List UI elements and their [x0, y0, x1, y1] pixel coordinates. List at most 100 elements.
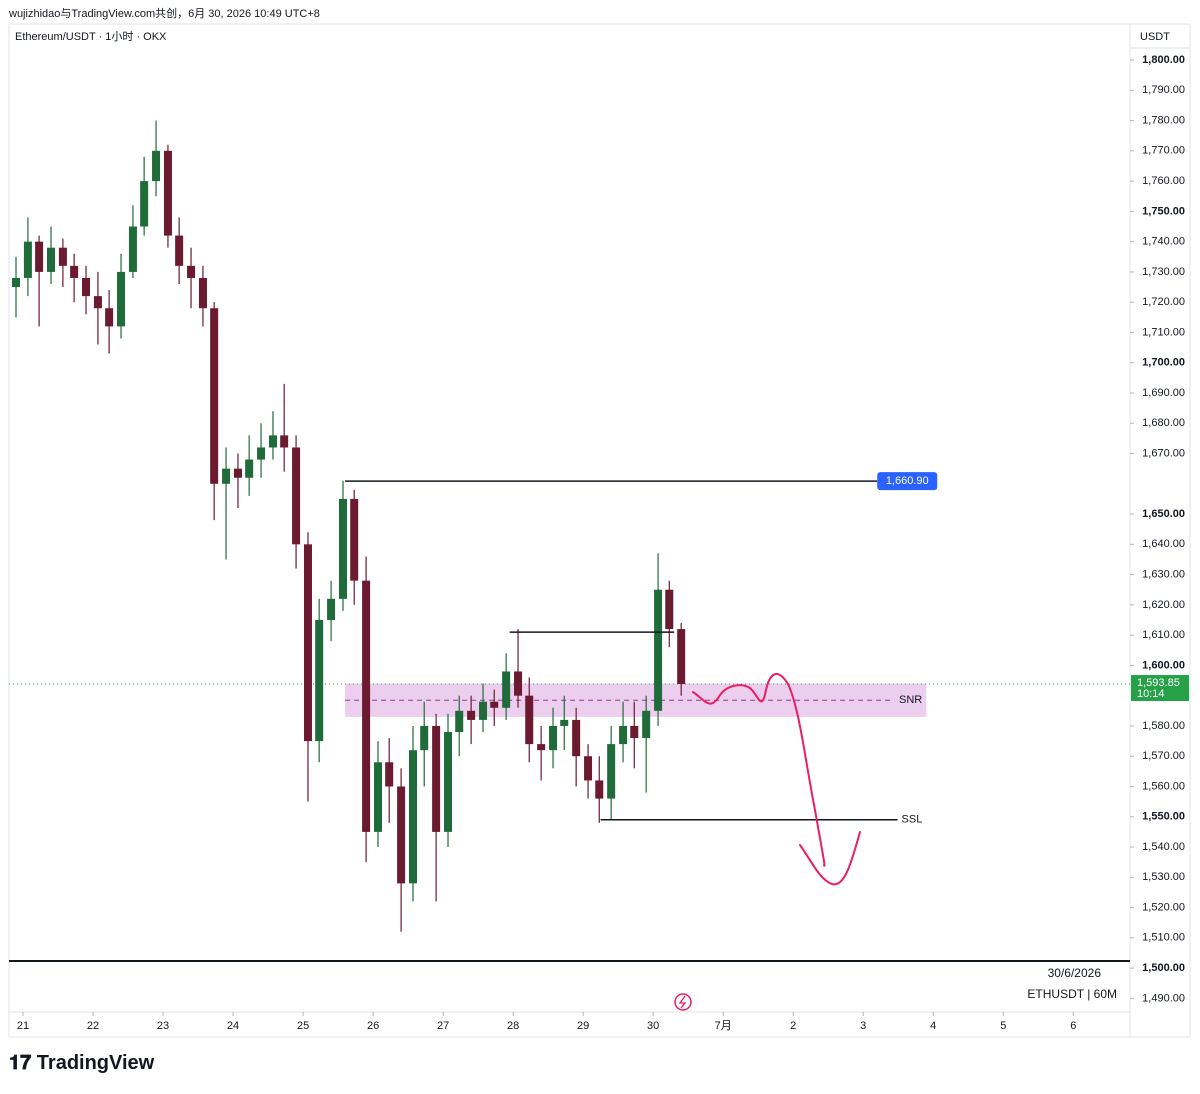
candle-body [140, 181, 149, 227]
header: wujizhidao与TradingView.com共创，6月 30, 2026… [8, 7, 320, 20]
x-tick-label: 3 [860, 1020, 866, 1032]
countdown: 10:14 [1137, 688, 1165, 700]
level-price-label: 1,660.90 [886, 475, 929, 487]
y-tick-label: 1,710.00 [1142, 326, 1185, 338]
y-tick-label: 1,600.00 [1142, 659, 1185, 671]
y-tick-label: 1,490.00 [1142, 992, 1185, 1004]
y-tick-label: 1,560.00 [1142, 780, 1185, 792]
candle-body [630, 725, 639, 739]
last-price-label: 1,593.85 [1137, 677, 1180, 689]
candle-body [58, 247, 67, 266]
y-tick-label: 1,700.00 [1142, 357, 1185, 369]
candle-body [677, 629, 686, 685]
snr-label: SNR [899, 694, 922, 706]
candle-body [327, 598, 336, 621]
candle-body [222, 468, 231, 484]
y-tick-label: 1,550.00 [1142, 811, 1185, 823]
candle-body [210, 308, 219, 484]
candle-body [455, 710, 464, 733]
candle-body [572, 719, 581, 757]
candle-body [420, 725, 429, 751]
candle-body [338, 498, 347, 599]
candle-body [560, 719, 569, 726]
candle-body [35, 241, 44, 272]
candle-body [665, 589, 674, 630]
candle-body [303, 544, 312, 742]
y-tick-label: 1,750.00 [1142, 205, 1185, 217]
candle-body [514, 671, 523, 696]
x-tick-label: 5 [1000, 1020, 1006, 1032]
y-tick-label: 1,580.00 [1142, 720, 1185, 732]
candle-body [444, 732, 453, 832]
x-tick-label: 4 [930, 1020, 936, 1032]
candle-body [82, 277, 91, 297]
x-tick-label: 25 [297, 1020, 309, 1032]
y-tick-label: 1,510.00 [1142, 932, 1185, 944]
candle-body [502, 671, 511, 708]
candle-body [397, 786, 406, 884]
candle-body [385, 762, 394, 787]
candle-body [607, 744, 616, 799]
candle-body [467, 710, 476, 720]
y-tick-label: 1,540.00 [1142, 841, 1185, 853]
candle-body [280, 435, 289, 448]
candle-body [292, 447, 301, 545]
x-tick-label: 6 [1070, 1020, 1076, 1032]
candle-body [105, 308, 114, 327]
y-tick-label: 1,530.00 [1142, 871, 1185, 883]
brand-logo: 𝟏𝟕 TradingView [9, 1052, 155, 1074]
currency: USDT [1140, 31, 1170, 43]
candle-body [70, 265, 79, 278]
y-tick-label: 1,690.00 [1142, 387, 1185, 399]
y-tick-label: 1,500.00 [1142, 962, 1185, 974]
candle-body [128, 226, 137, 272]
candle-body [350, 498, 359, 581]
candle-body [490, 701, 499, 708]
x-tick-label: 23 [157, 1020, 169, 1032]
y-tick-label: 1,640.00 [1142, 538, 1185, 550]
x-tick-label: 27 [437, 1020, 449, 1032]
chart-frame [8, 23, 1191, 1038]
x-tick-label: 26 [367, 1020, 379, 1032]
candle-body [233, 468, 242, 478]
x-tick-label: 24 [227, 1020, 239, 1032]
x-tick-label: 29 [577, 1020, 589, 1032]
x-tick-label: 2 [790, 1020, 796, 1032]
x-tick-label: 28 [507, 1020, 519, 1032]
y-tick-label: 1,650.00 [1142, 508, 1185, 520]
candle-body [117, 271, 126, 327]
y-tick-label: 1,570.00 [1142, 750, 1185, 762]
candle-body [175, 235, 184, 266]
candle-body [245, 459, 254, 478]
y-tick-label: 1,680.00 [1142, 417, 1185, 429]
candle-body [47, 247, 56, 272]
candle-body [373, 762, 382, 832]
candle-body [642, 710, 651, 739]
candle-body [163, 150, 172, 236]
chart-title: Ethereum/USDT · 1小时 · OKX [15, 30, 167, 43]
x-tick-label: 30 [647, 1020, 659, 1032]
candle-body [315, 620, 324, 742]
y-tick-label: 1,610.00 [1142, 629, 1185, 641]
candle-body [619, 725, 628, 745]
candle-body [584, 756, 593, 781]
candle-body [432, 725, 441, 832]
candle-body [187, 265, 196, 278]
y-tick-label: 1,630.00 [1142, 569, 1185, 581]
candle-body [23, 241, 32, 278]
y-tick-label: 1,730.00 [1142, 266, 1185, 278]
y-tick-label: 1,740.00 [1142, 236, 1185, 248]
candle-body [549, 725, 558, 751]
x-tick-label: 21 [17, 1020, 29, 1032]
candle-body [93, 296, 102, 309]
y-tick-label: 1,800.00 [1142, 54, 1185, 66]
candle-body [268, 435, 277, 448]
candle-body [409, 750, 418, 884]
projection-arrow [692, 673, 861, 886]
y-tick-label: 1,790.00 [1142, 84, 1185, 96]
x-tick-label: 22 [87, 1020, 99, 1032]
brand: TradingView [37, 1052, 155, 1074]
event-icon[interactable] [674, 993, 692, 1011]
